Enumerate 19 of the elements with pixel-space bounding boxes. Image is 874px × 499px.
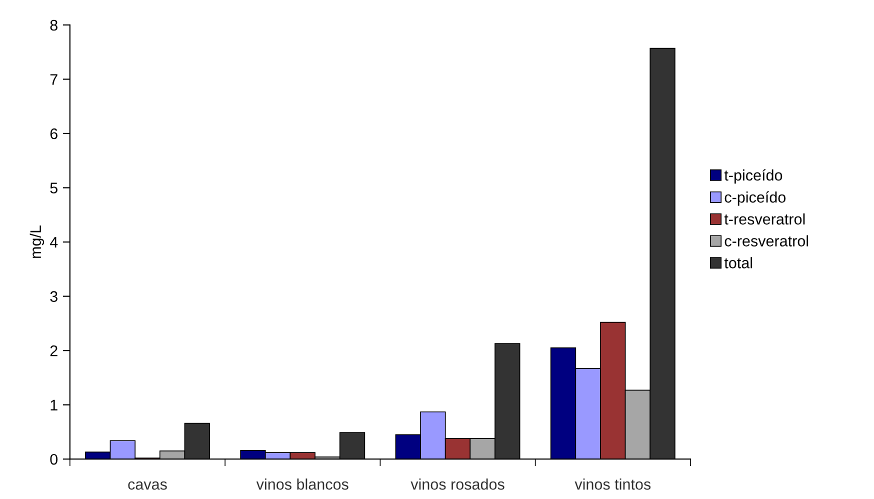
- y-tick-label: 2: [50, 345, 58, 356]
- y-tick-label: 5: [50, 182, 58, 194]
- x-tick-label: cavas: [128, 481, 167, 490]
- legend-label: t-resveratrol: [724, 213, 805, 225]
- x-tick-label: vinos rosados: [410, 478, 504, 490]
- y-tick-label: 3: [50, 291, 58, 302]
- y-tick-label: 0: [50, 454, 58, 465]
- legend-label: t-piceído: [724, 169, 782, 184]
- y-tick-label: 1: [50, 400, 58, 410]
- y-tick-label: 6: [50, 128, 58, 140]
- y-tick-label: 8: [50, 20, 58, 31]
- legend-label: total: [724, 257, 752, 268]
- legend-label: c-resveratrol: [724, 235, 808, 246]
- y-tick-label: 4: [50, 237, 58, 248]
- y-axis-title: mg/L: [30, 226, 44, 258]
- y-tick-label: 7: [50, 74, 58, 85]
- legend-label: c-piceído: [724, 191, 786, 206]
- x-tick-label: vinos blancos: [256, 478, 348, 490]
- x-tick-label: vinos tintos: [574, 478, 651, 490]
